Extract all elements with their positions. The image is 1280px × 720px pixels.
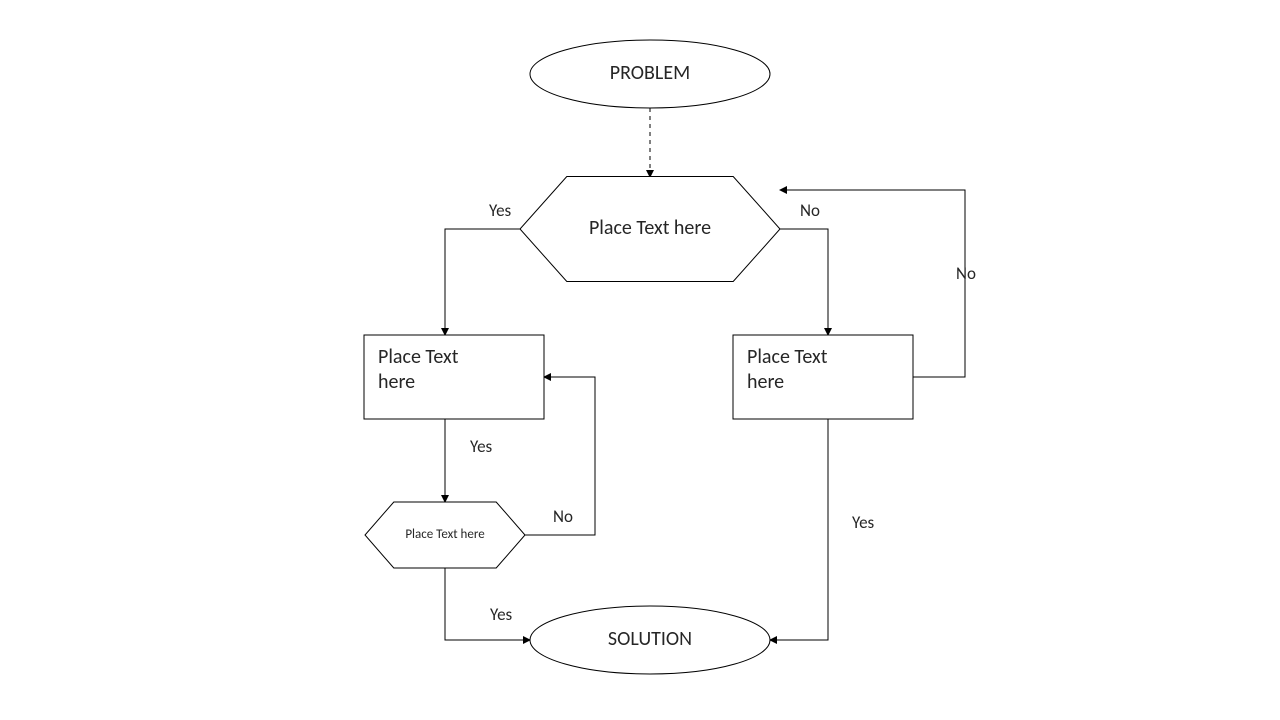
edge-label: No (800, 200, 820, 221)
edge-label: Yes (489, 200, 512, 221)
edge-label: No (553, 506, 573, 527)
nodes-layer: PROBLEM Place Text here Place Texthere Plac… (364, 40, 913, 674)
edge-e_procleft_yes_dec2: Yes (445, 419, 493, 502)
node-decision2: Place Text here (365, 502, 525, 568)
flowchart-canvas: Yes No Yes No No Yes Yes PROBLEM Place Text her… (0, 0, 1280, 720)
edge-label: No (956, 263, 976, 284)
node-label: SOLUTION (608, 627, 692, 651)
edge-e_dec2_yes_solution: Yes (445, 568, 530, 640)
edge-label: Yes (852, 512, 875, 533)
node-label: Place Text here (589, 216, 711, 240)
edge-label: Yes (470, 436, 493, 457)
edge-e_procright_yes_solution: Yes (770, 419, 875, 640)
node-process_left: Place Texthere (364, 335, 544, 419)
node-problem: PROBLEM (530, 40, 770, 108)
node-label: Place Text here (405, 527, 484, 542)
edge-e_dec1_yes_left: Yes (445, 200, 520, 335)
edge-label: Yes (490, 604, 513, 625)
node-process_right: Place Texthere (733, 335, 913, 419)
node-decision1: Place Text here (520, 177, 780, 282)
node-solution: SOLUTION (530, 606, 770, 674)
node-label: PROBLEM (610, 61, 690, 85)
edge-e_dec1_no_right: No (780, 200, 828, 335)
